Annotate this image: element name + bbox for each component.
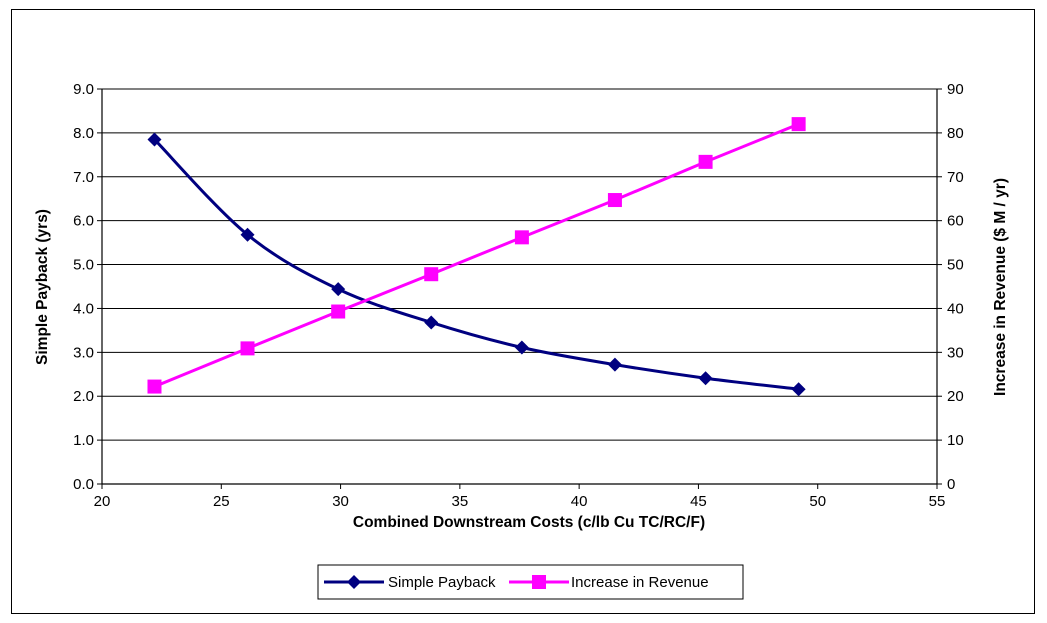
legend-label-simple-payback: Simple Payback [388,574,496,591]
tick-labels: 0.0 1.0 2.0 3.0 4.0 5.0 6.0 7.0 8.0 9.0 0 10 20 30 40 5… [73,81,964,510]
data-point-simple-payback [514,340,529,355]
y-right-tick-label: 70 [947,169,964,186]
x-tick-label: 30 [332,493,349,510]
y-right-tick-label: 30 [947,344,964,361]
y-right-tick-label: 0 [947,476,955,493]
data-point-increase-in-revenue [424,267,439,282]
y-left-tick-label: 8.0 [73,125,94,142]
legend: Simple Payback Increase in Revenue [317,564,744,600]
y-right-tick-label: 10 [947,432,964,449]
series-layer [147,117,806,397]
data-point-increase-in-revenue [791,117,806,132]
data-point-increase-in-revenue [331,304,346,319]
data-point-simple-payback [424,315,439,330]
y-left-tick-label: 4.0 [73,300,94,317]
x-tick-label: 50 [809,493,826,510]
x-tick-label: 25 [213,493,230,510]
y-right-tick-label: 60 [947,213,964,230]
y-left-tick-label: 9.0 [73,81,94,98]
y-left-tick-label: 3.0 [73,344,94,361]
y-left-tick-label: 2.0 [73,388,94,405]
data-point-increase-in-revenue [147,379,162,394]
data-point-increase-in-revenue [698,154,713,169]
series-line-increase-in-revenue [153,122,800,388]
data-point-increase-in-revenue [607,193,622,208]
legend-marker-diamond-icon [347,575,361,589]
legend-label-increase-in-revenue: Increase in Revenue [571,574,709,591]
data-point-simple-payback [147,132,162,147]
x-tick-label: 55 [929,493,946,510]
y-left-tick-label: 5.0 [73,257,94,274]
x-tick-label: 40 [571,493,588,510]
y-right-tick-label: 80 [947,125,964,142]
y-axis-right-title: Increase in Revenue ($ M / yr) [992,178,1009,396]
data-point-increase-in-revenue [514,230,529,245]
y-left-tick-label: 0.0 [73,476,94,493]
data-point-simple-payback [240,227,255,242]
y-right-tick-label: 20 [947,388,964,405]
legend-marker-square-icon [532,575,546,589]
axes [97,88,942,489]
data-point-simple-payback [331,282,346,297]
y-left-tick-label: 1.0 [73,432,94,449]
y-left-tick-label: 6.0 [73,213,94,230]
y-right-tick-label: 40 [947,300,964,317]
x-tick-label: 45 [690,493,707,510]
y-left-tick-label: 7.0 [73,169,94,186]
data-point-increase-in-revenue [240,341,255,356]
data-point-simple-payback [698,371,713,386]
gridlines [102,88,937,441]
data-point-simple-payback [791,382,806,397]
data-point-simple-payback [607,357,622,372]
x-axis-title: Combined Downstream Costs (c/lb Cu TC/RC… [353,514,705,531]
y-right-tick-label: 90 [947,81,964,98]
y-axis-left-title: Simple Payback (yrs) [34,209,51,365]
y-right-tick-label: 50 [947,257,964,274]
x-tick-label: 35 [452,493,469,510]
x-tick-label: 20 [94,493,111,510]
chart-frame [11,9,1035,614]
